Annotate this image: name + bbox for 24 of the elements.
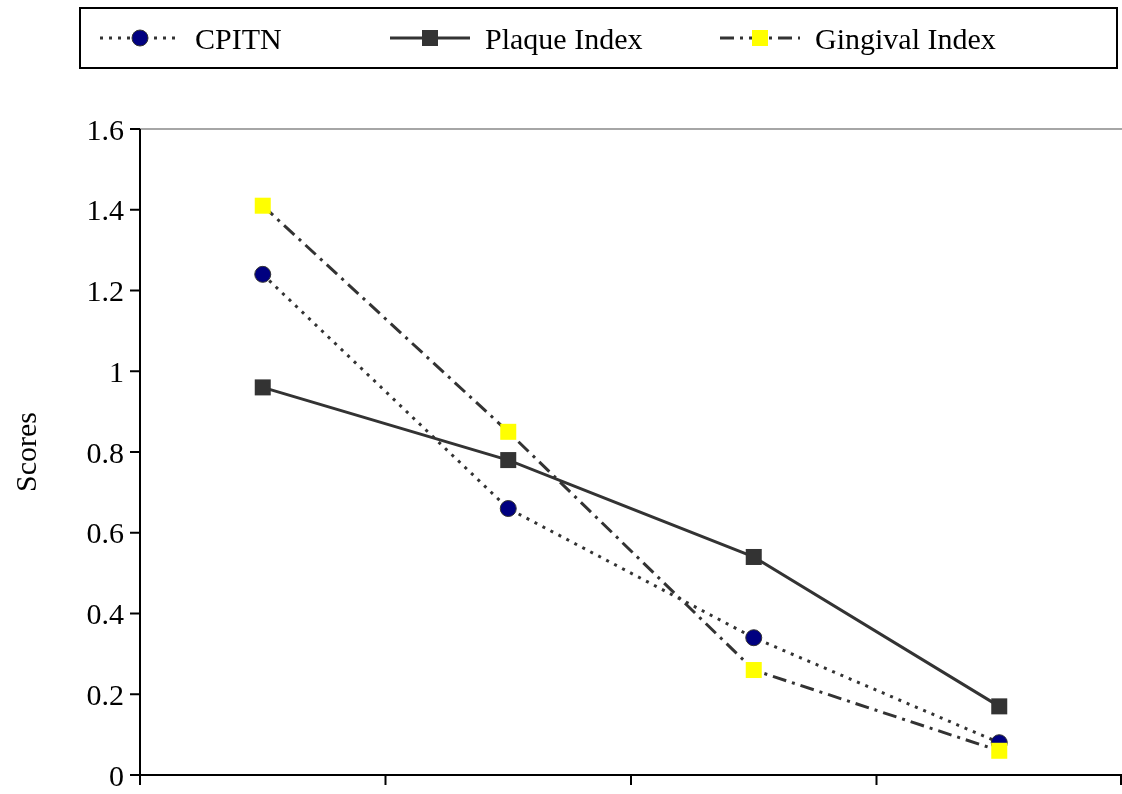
legend-label: Plaque Index [485,21,643,55]
legend-label: Gingival Index [815,21,996,55]
y-axis-title: Scores [9,412,42,492]
y-tick-label: 1.2 [86,274,124,307]
point [500,452,517,469]
point [254,265,272,283]
y-tick-label: 0.2 [86,677,124,711]
point [745,548,762,565]
point [991,742,1008,759]
y-tick-label: 0.4 [86,597,124,630]
y-tick-label: 0.8 [86,435,124,469]
point [499,500,517,518]
y-tick-label: 0.6 [86,516,124,550]
point [745,629,763,647]
y-tick-label: 1.6 [86,112,124,146]
point [991,698,1008,715]
y-tick-label: 1.4 [86,193,124,227]
point [254,379,271,396]
point [745,662,762,679]
y-tick-label: 0 [109,758,124,792]
y-tick-label: 1 [109,354,124,388]
point [254,197,271,214]
point [500,423,517,440]
legend-label: CPITN [195,21,282,55]
